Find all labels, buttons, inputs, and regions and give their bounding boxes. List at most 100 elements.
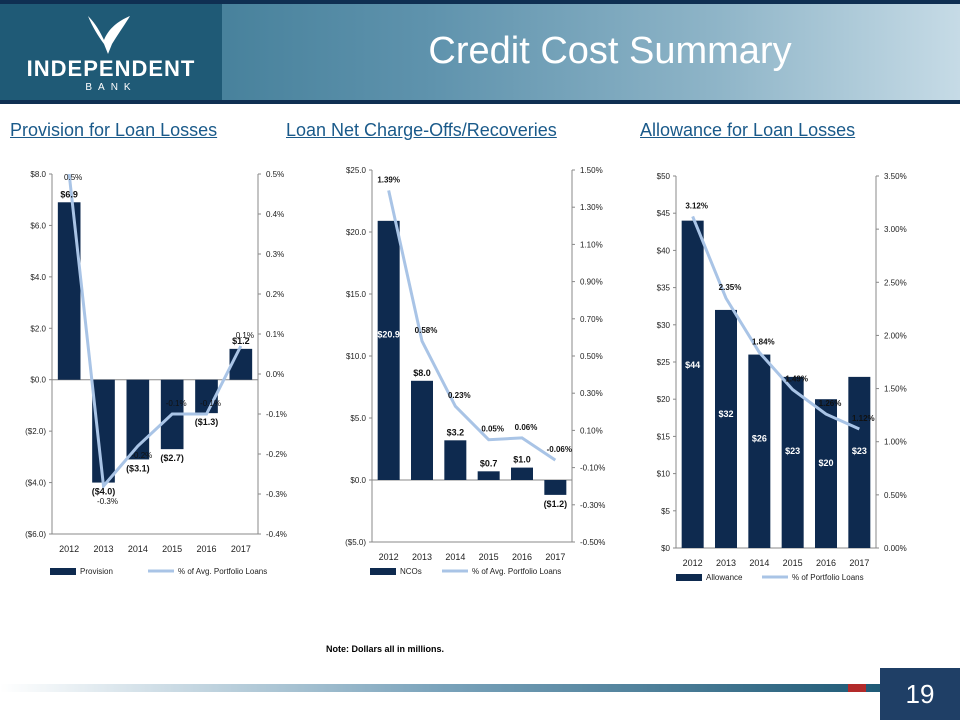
chart-title-charge-offs: Loan Net Charge-Offs/Recoveries <box>286 120 557 140</box>
bar-value-label: $8.0 <box>413 368 431 378</box>
y-tick-label: $10 <box>657 470 671 479</box>
bar-value-label: $44 <box>685 360 700 370</box>
percent-line <box>387 190 557 462</box>
line-value-label: 0.06% <box>515 423 538 432</box>
y2-tick-label: 1.10% <box>580 240 603 249</box>
bar <box>377 220 400 480</box>
line-value-label: 1.39% <box>377 175 400 184</box>
line-value-label: 1.26% <box>819 399 842 408</box>
y-tick-label: $20.0 <box>346 228 367 237</box>
y-tick-label: ($6.0) <box>25 530 46 539</box>
bar <box>715 309 737 548</box>
x-tick-label: 2012 <box>59 544 79 554</box>
y2-tick-label: 1.50% <box>884 385 907 394</box>
y-tick-label: $25 <box>657 358 671 367</box>
chart-title-allowance: Allowance for Loan Losses <box>640 120 856 140</box>
bar <box>92 379 115 483</box>
legend-line-label: % of Avg. Portfolio Loans <box>472 567 561 576</box>
x-tick-label: 2013 <box>716 558 736 568</box>
x-tick-label: 2017 <box>545 552 565 562</box>
y2-tick-label: 0.00% <box>884 544 907 553</box>
y-tick-label: $45 <box>657 209 671 218</box>
bar <box>57 202 81 380</box>
dollars-note: Note: Dollars all in millions. <box>326 644 445 654</box>
footer-band <box>0 684 880 692</box>
y2-tick-label: -0.2% <box>266 450 287 459</box>
x-tick-label: 2012 <box>379 552 399 562</box>
y2-tick-label: 0.50% <box>580 352 603 361</box>
y-tick-label: $50 <box>657 172 671 181</box>
y-tick-label: $5.0 <box>350 414 366 423</box>
line-value-label: -0.1% <box>200 399 221 408</box>
brand-name: INDEPENDENT <box>26 56 196 81</box>
x-tick-label: 2017 <box>231 544 251 554</box>
line-value-label: 0.23% <box>448 391 471 400</box>
y2-tick-label: 0.30% <box>580 389 603 398</box>
line-value-label: 1.84% <box>752 337 775 346</box>
bar <box>681 220 704 548</box>
y2-tick-label: 1.00% <box>884 438 907 447</box>
y-tick-label: $6.0 <box>30 221 46 230</box>
page-title: Credit Cost Summary <box>428 30 792 72</box>
y-tick-label: $30 <box>657 321 671 330</box>
bar-value-label: ($3.1) <box>126 463 150 473</box>
legend-bar-label: Provision <box>80 567 113 576</box>
y-tick-label: ($5.0) <box>345 538 366 547</box>
line-value-label: 0.05% <box>481 425 504 434</box>
bar-value-label: $3.2 <box>447 427 465 437</box>
line-value-label: -0.3% <box>97 497 118 506</box>
y2-tick-label: -0.30% <box>580 501 605 510</box>
y-tick-label: $10.0 <box>346 352 367 361</box>
x-tick-label: 2014 <box>445 552 465 562</box>
y-tick-label: ($4.0) <box>25 479 46 488</box>
line-value-label: 2.35% <box>719 283 742 292</box>
bar <box>444 440 467 480</box>
legend-bar-label: NCOs <box>400 567 422 576</box>
legend-bar-swatch <box>676 574 702 581</box>
percent-line <box>67 173 243 490</box>
bar-value-label: $0.7 <box>480 458 498 468</box>
footer-accent <box>848 684 866 692</box>
legend-line-label: % of Avg. Portfolio Loans <box>178 567 267 576</box>
bar-value-label: $20.9 <box>377 329 400 339</box>
brand-logo: INDEPENDENT BANK <box>0 4 222 100</box>
y-tick-label: $15.0 <box>346 290 367 299</box>
bar-value-label: ($1.3) <box>195 417 219 427</box>
line-value-label: -0.06% <box>547 445 572 454</box>
line-value-label: 0.1% <box>236 331 254 340</box>
y2-tick-label: -0.3% <box>266 490 287 499</box>
line-value-label: 1.49% <box>785 375 808 384</box>
y-tick-label: $35 <box>657 284 671 293</box>
eagle-logo-icon <box>88 16 130 54</box>
line-value-label: 0.58% <box>415 326 438 335</box>
y-tick-label: $15 <box>657 432 671 441</box>
y-tick-label: $5 <box>661 507 670 516</box>
x-tick-label: 2016 <box>196 544 216 554</box>
x-tick-label: 2014 <box>749 558 769 568</box>
x-tick-label: 2012 <box>683 558 703 568</box>
line-value-label: 1.12% <box>852 414 875 423</box>
page-number: 19 <box>880 668 960 720</box>
bar <box>748 354 771 548</box>
y-tick-label: $2.0 <box>30 324 46 333</box>
y-tick-label: $25.0 <box>346 166 367 175</box>
y-tick-label: $0.0 <box>350 476 366 485</box>
y2-tick-label: -0.10% <box>580 464 605 473</box>
y2-tick-label: 0.4% <box>266 210 284 219</box>
bar-value-label: $32 <box>718 409 733 419</box>
y2-tick-label: 0.1% <box>266 330 284 339</box>
x-tick-label: 2013 <box>93 544 113 554</box>
bar <box>477 471 500 480</box>
x-tick-label: 2014 <box>128 544 148 554</box>
bar-value-label: $23 <box>852 446 867 456</box>
y2-tick-label: 0.70% <box>580 315 603 324</box>
x-tick-label: 2016 <box>816 558 836 568</box>
y2-tick-label: 2.50% <box>884 278 907 287</box>
bar <box>411 380 433 480</box>
bar-value-label: ($4.0) <box>92 487 116 497</box>
bar <box>848 376 871 548</box>
bar-value-label: $20 <box>818 458 833 468</box>
bar-value-label: $6.9 <box>60 189 78 199</box>
legend-bar-label: Allowance <box>706 573 743 582</box>
chart-title-provision: Provision for Loan Losses <box>10 120 218 140</box>
